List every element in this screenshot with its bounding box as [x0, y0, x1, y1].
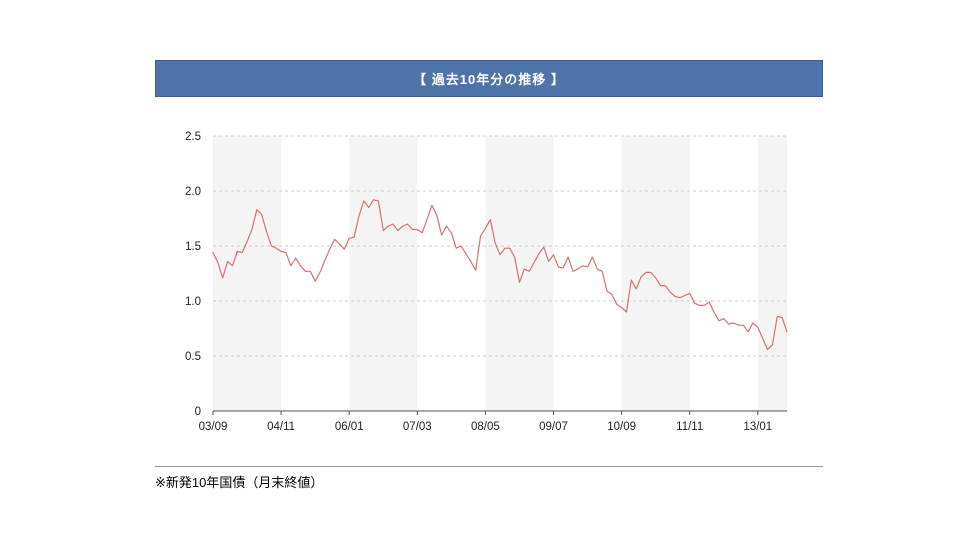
svg-text:08/05: 08/05	[471, 421, 500, 433]
svg-text:03/09: 03/09	[199, 421, 228, 433]
footer-note: ※新発10年国債（月末終値）	[155, 475, 324, 490]
svg-text:07/03: 07/03	[403, 421, 432, 433]
chart-title: 【 過去10年分の推移 】	[413, 72, 565, 87]
footer-divider	[155, 466, 823, 467]
svg-text:2.0: 2.0	[185, 186, 201, 198]
svg-text:04/11: 04/11	[267, 421, 295, 433]
svg-text:09/07: 09/07	[539, 421, 568, 433]
title-bar: 【 過去10年分の推移 】	[155, 60, 823, 97]
chart-area: 0 0.5 1.0 1.5 2.0 2.5 03/09 04/11 06/01 07/03 08/0…	[150, 111, 830, 441]
svg-text:06/01: 06/01	[335, 421, 364, 433]
yield-line-chart: 0 0.5 1.0 1.5 2.0 2.5 03/09 04/11 06/01 07/03 08/0…	[185, 131, 788, 433]
svg-text:1.0: 1.0	[185, 296, 201, 308]
svg-text:1.5: 1.5	[185, 241, 201, 253]
svg-text:11/11: 11/11	[676, 421, 703, 433]
svg-text:13/01: 13/01	[743, 421, 772, 433]
svg-text:0: 0	[195, 406, 201, 418]
svg-text:0.5: 0.5	[185, 351, 201, 363]
svg-text:10/09: 10/09	[607, 421, 636, 433]
svg-text:2.5: 2.5	[185, 131, 201, 143]
